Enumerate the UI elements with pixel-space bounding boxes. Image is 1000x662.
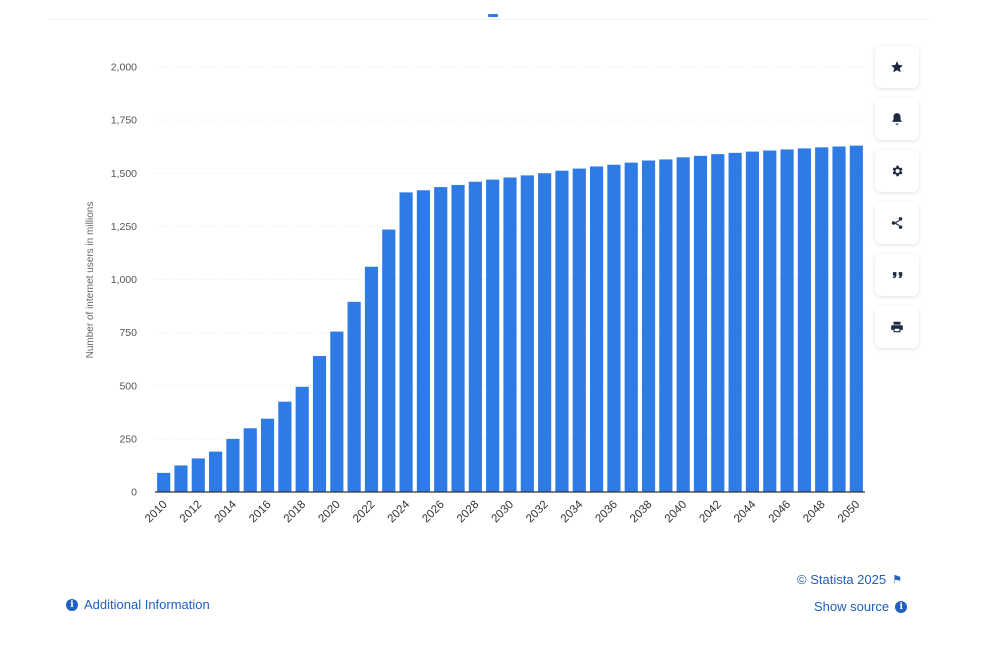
bar[interactable]: [815, 147, 829, 492]
additional-information-text: Additional Information: [84, 597, 210, 612]
bar[interactable]: [209, 451, 223, 492]
bar[interactable]: [503, 177, 517, 493]
bar[interactable]: [191, 458, 205, 492]
bar[interactable]: [486, 179, 500, 492]
bar[interactable]: [832, 146, 846, 492]
favorite-button[interactable]: [875, 46, 919, 88]
bar[interactable]: [745, 151, 760, 492]
x-tick-label: 2016: [247, 499, 274, 526]
y-tick-label: 0: [131, 487, 137, 499]
y-axis-label: Number of internet users in millions: [85, 202, 96, 359]
bar[interactable]: [590, 166, 604, 492]
bar[interactable]: [312, 356, 327, 492]
x-tick-label: 2036: [593, 499, 620, 526]
cite-button[interactable]: [875, 254, 919, 296]
x-tick-label: 2010: [143, 499, 170, 526]
x-axis-ticks: 2010 2012 2014 2016 2018 2020 2022 2024 2026 2028…: [143, 498, 862, 525]
flag-icon: ⚑: [892, 574, 902, 586]
bar[interactable]: [278, 401, 292, 492]
x-tick-label: 2030: [490, 499, 517, 526]
x-tick-label: 2014: [212, 498, 239, 525]
y-tick-label: 1,250: [111, 221, 137, 233]
y-tick-label: 1,750: [111, 115, 137, 127]
bar[interactable]: [711, 154, 725, 492]
share-icon: [891, 217, 903, 229]
gear-icon: [892, 165, 903, 177]
y-axis-ticks: 0 250 500 750 1,000 1,250 1,500 1,750 2,000: [111, 62, 137, 499]
top-divider: [50, 19, 930, 20]
bar[interactable]: [174, 465, 188, 492]
x-tick-label: 2042: [697, 499, 724, 526]
bar[interactable]: [538, 173, 552, 492]
bar[interactable]: [260, 418, 275, 492]
notification-button[interactable]: [875, 98, 919, 140]
star-icon: [891, 61, 903, 73]
settings-button[interactable]: [875, 150, 919, 192]
quote-icon: [892, 272, 903, 278]
bar[interactable]: [641, 160, 656, 493]
bar[interactable]: [416, 190, 430, 492]
bar[interactable]: [763, 150, 777, 492]
x-tick-label: 2026: [420, 499, 447, 526]
y-tick-label: 750: [119, 327, 137, 339]
bar[interactable]: [243, 428, 257, 492]
bar[interactable]: [728, 152, 742, 492]
y-tick-label: 2,000: [111, 62, 137, 74]
top-tab-indicator: [488, 14, 498, 17]
y-tick-label: 1,000: [111, 274, 137, 286]
bar[interactable]: [797, 148, 811, 492]
x-tick-label: 2020: [316, 499, 343, 526]
additional-information-link[interactable]: i Additional Information: [66, 597, 210, 612]
bar[interactable]: [382, 229, 396, 492]
info-icon: i: [895, 600, 908, 613]
y-tick-label: 500: [119, 380, 137, 392]
bar[interactable]: [849, 145, 863, 492]
bar[interactable]: [468, 181, 482, 492]
bar[interactable]: [659, 159, 673, 492]
x-tick-label: 2044: [732, 498, 759, 525]
y-tick-label: 1,500: [111, 168, 137, 180]
x-tick-label: 2032: [524, 499, 551, 526]
bar[interactable]: [451, 184, 465, 492]
bar[interactable]: [295, 386, 309, 492]
x-tick-label: 2050: [836, 499, 863, 526]
show-source-link[interactable]: Show source i: [814, 599, 908, 614]
bar[interactable]: [624, 162, 638, 492]
bar[interactable]: [347, 301, 361, 492]
x-tick-label: 2048: [801, 499, 828, 526]
bars: [157, 145, 863, 493]
bar[interactable]: [399, 192, 413, 492]
statista-credit-link[interactable]: © Statista 2025 ⚑: [797, 572, 902, 587]
print-icon: [891, 321, 903, 333]
copyright-text: © Statista 2025: [797, 572, 887, 587]
x-tick-label: 2040: [663, 499, 690, 526]
y-tick-label: 250: [119, 433, 137, 445]
bar[interactable]: [157, 472, 171, 492]
bar[interactable]: [555, 170, 569, 492]
print-button[interactable]: [875, 306, 919, 348]
x-tick-label: 2024: [386, 498, 413, 525]
bar[interactable]: [607, 164, 621, 492]
x-tick-label: 2038: [628, 499, 655, 526]
bar[interactable]: [434, 187, 448, 492]
show-source-text: Show source: [814, 599, 890, 614]
bar[interactable]: [364, 266, 379, 492]
bar[interactable]: [572, 168, 586, 492]
x-tick-label: 2046: [767, 499, 794, 526]
bar[interactable]: [330, 331, 344, 492]
x-tick-label: 2012: [178, 499, 205, 526]
bar[interactable]: [520, 175, 534, 492]
bar[interactable]: [676, 157, 690, 492]
share-button[interactable]: [875, 202, 919, 244]
x-tick-label: 2018: [282, 499, 309, 526]
bell-icon: [892, 113, 902, 125]
x-tick-label: 2028: [455, 499, 482, 526]
info-icon: i: [66, 598, 78, 611]
bar[interactable]: [226, 438, 240, 492]
bar[interactable]: [693, 155, 708, 492]
x-tick-label: 2022: [351, 499, 378, 526]
bar[interactable]: [780, 149, 794, 492]
x-tick-label: 2034: [559, 498, 586, 525]
